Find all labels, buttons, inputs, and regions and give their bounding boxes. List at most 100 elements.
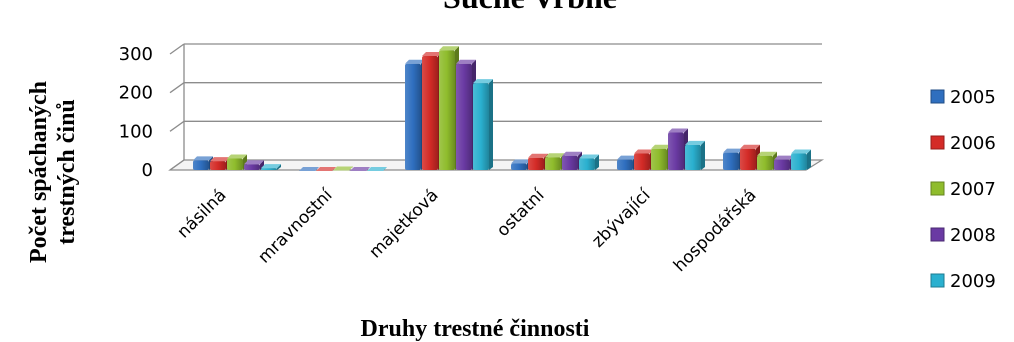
bar-side: [277, 164, 281, 170]
bar-front: [528, 157, 544, 170]
y-axis-title: Počet spáchaných trestných činů: [26, 81, 80, 263]
bar: [299, 167, 319, 171]
gridline-side: [169, 120, 185, 132]
bar-front: [723, 152, 739, 170]
bar-top: [723, 148, 743, 153]
bar-side: [701, 140, 705, 170]
legend-swatch: [930, 135, 945, 150]
legend-item: 2006: [930, 133, 996, 154]
legend-label: 2005: [950, 87, 996, 108]
chart-title: Suché Vrbné: [443, 0, 617, 15]
bar-top: [562, 151, 582, 156]
bar-top: [545, 153, 565, 158]
bar-top: [210, 157, 230, 162]
bar-front: [579, 158, 595, 170]
bar-front: [210, 161, 226, 170]
bar-side: [489, 79, 493, 170]
bar-top: [227, 154, 247, 159]
x-tick-labels: násilná mravnostní majetková ostatní zbývají…: [173, 184, 760, 276]
bar-top: [579, 154, 599, 159]
x-tick-label: hospodářská: [670, 185, 761, 276]
bar-side: [807, 149, 811, 170]
bar-side: [595, 154, 599, 170]
bar: [579, 154, 599, 170]
y-tick-label: 300: [119, 44, 153, 65]
bar: [244, 160, 264, 170]
bar-top: [261, 164, 281, 169]
grid-layer: [168, 43, 825, 171]
bar-front: [405, 63, 421, 170]
gridline-side: [169, 159, 185, 171]
bar-top: [651, 144, 671, 149]
bar-top: [791, 149, 811, 154]
x-tick-label: zbývající: [588, 184, 655, 251]
bar-top: [456, 59, 476, 64]
legend-swatch: [930, 181, 945, 196]
bar-top: [774, 155, 794, 160]
bar-front: [473, 83, 489, 170]
bar-front: [439, 50, 455, 171]
bar-top: [757, 151, 777, 156]
legend-item: 2005: [930, 87, 996, 108]
x-tick-label: násilná: [173, 185, 230, 242]
bar: [261, 164, 281, 170]
bar: [350, 167, 370, 171]
bar-front: [685, 144, 701, 170]
bar-top: [367, 167, 387, 171]
bar-top: [299, 167, 319, 171]
bar-front: [193, 160, 209, 170]
bar-front: [422, 56, 438, 170]
bar-top: [473, 79, 493, 84]
bar-top: [350, 167, 370, 171]
legend-label: 2007: [950, 179, 996, 200]
y-axis-title-line-2: trestných činů: [54, 99, 80, 245]
legend-swatch: [930, 227, 945, 242]
legend-item: 2009: [930, 271, 996, 292]
gridline-side: [169, 43, 185, 55]
bar-front: [740, 148, 756, 170]
bar: [791, 149, 811, 170]
bar-front: [456, 63, 472, 170]
bar-top: [439, 46, 459, 51]
bar-top: [422, 52, 442, 56]
bar: [545, 153, 565, 170]
bar-top: [244, 160, 264, 165]
bar-top: [316, 167, 336, 171]
bar-top: [511, 159, 531, 164]
legend-label: 2006: [950, 133, 996, 154]
legend-label: 2009: [950, 271, 996, 292]
y-axis-title-line-1: Počet spáchaných: [26, 81, 52, 263]
bar-top: [685, 140, 705, 145]
gridline-side: [169, 82, 185, 94]
bar-top: [668, 128, 688, 133]
bar-front: [562, 155, 578, 170]
bar-top: [528, 153, 548, 158]
bar: [316, 167, 336, 171]
x-tick-label: mravnostní: [254, 184, 337, 267]
y-tick-label: 100: [119, 121, 153, 142]
bar-top: [193, 156, 213, 161]
bar-layer: [193, 46, 811, 171]
bar-front: [261, 168, 277, 170]
bar-top: [634, 149, 654, 154]
bar-front: [244, 164, 260, 170]
bar-top: [740, 144, 760, 149]
bar-front: [545, 157, 561, 170]
x-axis-title: Druhy trestné činnosti: [361, 316, 590, 342]
legend-item: 2007: [930, 179, 996, 200]
y-tick-label: 0: [142, 160, 153, 181]
legend: 2005 2006 2007 2008 2009: [930, 87, 996, 292]
bar: [227, 154, 247, 170]
bar-front: [757, 155, 773, 170]
y-tick-label: 200: [119, 83, 153, 104]
bar-front: [227, 158, 243, 170]
y-tick-labels: 0 100 200 300: [119, 44, 153, 181]
bar: [333, 166, 353, 171]
bar: [367, 167, 387, 171]
bar-front: [668, 132, 684, 170]
x-tick-label: majetková: [365, 185, 442, 262]
legend-label: 2008: [950, 225, 996, 246]
bar-top: [617, 155, 637, 160]
bar-top: [333, 166, 353, 171]
